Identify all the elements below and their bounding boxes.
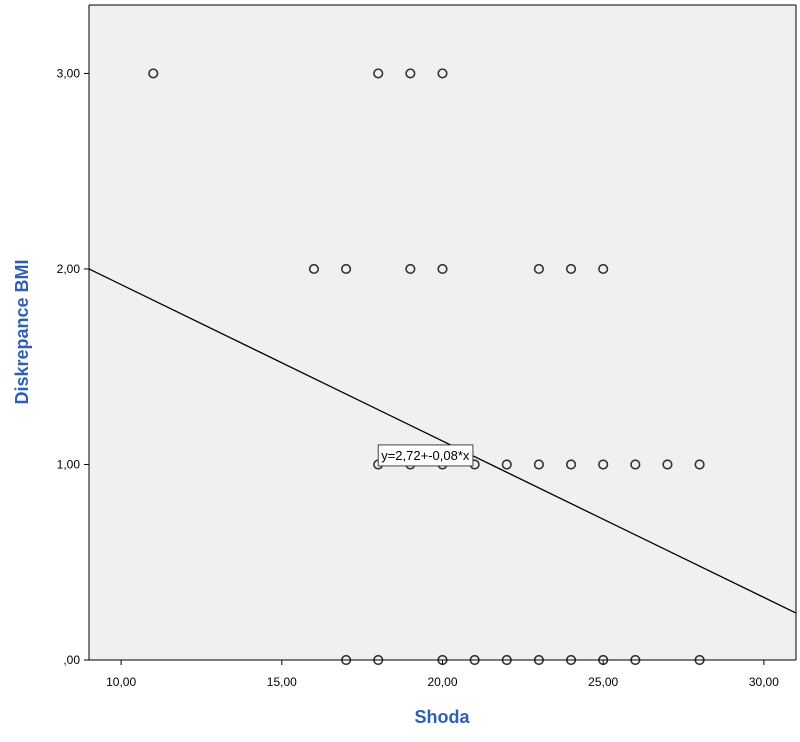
data-point: [533, 459, 545, 470]
y-tick-label: 1,00: [57, 457, 81, 471]
data-point: [437, 68, 448, 79]
plot-area: [89, 5, 796, 660]
y-tick-label: 3,00: [57, 66, 81, 80]
fit-equation-label: y=2,72+-0,08*x: [377, 444, 474, 467]
x-tick-label: 30,00: [749, 675, 779, 689]
data-point: [308, 263, 320, 275]
data-point: [340, 263, 352, 275]
data-point: [662, 459, 673, 470]
fit-equation-text: y=2,72+-0,08*x: [381, 448, 470, 463]
data-point: [565, 459, 577, 470]
data-point: [630, 459, 641, 470]
data-point: [598, 263, 609, 275]
data-point: [694, 459, 705, 470]
fit-line: [88, 268, 797, 614]
x-tick-label: 10,00: [106, 675, 136, 689]
data-point: [598, 459, 609, 470]
x-tick-label: 15,00: [267, 675, 297, 689]
data-point: [565, 263, 577, 275]
y-tick-label: ,00: [63, 653, 80, 667]
y-tick-label: 2,00: [57, 262, 81, 276]
x-axis-title: Shoda: [414, 707, 470, 727]
data-point: [533, 263, 545, 275]
data-point: [405, 263, 416, 275]
fit-equation-box: [377, 444, 474, 467]
y-axis-title: Diskrepance BMI: [12, 259, 32, 404]
x-tick-label: 25,00: [588, 675, 618, 689]
data-point: [405, 68, 416, 79]
data-point: [373, 68, 384, 79]
data-point: [437, 263, 448, 275]
data-point: [148, 68, 159, 79]
data-point: [501, 459, 512, 470]
x-tick-label: 20,00: [427, 675, 457, 689]
